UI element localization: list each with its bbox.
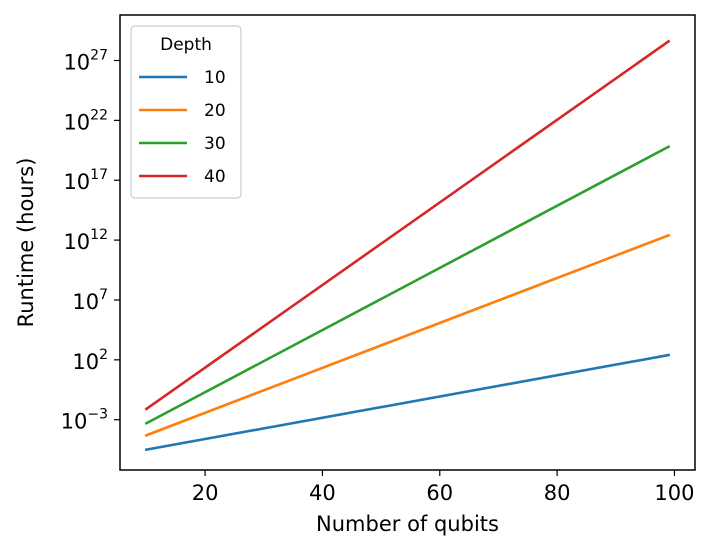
x-axis-label: Number of qubits [316, 512, 499, 536]
legend-title: Depth [160, 35, 212, 55]
legend-label-depth-30: 30 [204, 134, 226, 154]
y-tick-label: 107 [72, 287, 108, 314]
legend-label-depth-40: 40 [204, 167, 226, 187]
y-tick-label: 102 [72, 347, 108, 374]
x-tick-label: 80 [544, 481, 571, 505]
y-tick-label: 1017 [63, 167, 108, 194]
legend-box [130, 25, 242, 199]
x-axis-ticks: 20 40 60 80 100 [192, 470, 695, 505]
series-line-depth-30 [144, 144, 671, 426]
x-tick-label: 100 [654, 481, 694, 505]
x-tick-label: 40 [309, 481, 336, 505]
series-line-depth-10 [144, 353, 671, 452]
series-lines [144, 39, 671, 452]
y-axis-label: Runtime (hours) [14, 158, 38, 328]
legend: Depth 10 20 30 40 [130, 25, 242, 199]
y-tick-label: 1012 [63, 227, 108, 254]
y-tick-label: 1027 [63, 48, 108, 75]
legend-label-depth-10: 10 [204, 68, 226, 88]
y-axis-ticks: 10−3 102 107 1012 1017 1022 1027 [61, 48, 120, 434]
y-tick-label: 1022 [63, 107, 108, 134]
series-line-depth-20 [144, 233, 671, 437]
axes-frame [119, 14, 696, 471]
y-tick-label: 10−3 [61, 407, 108, 434]
legend-entries: 10 20 30 40 [139, 68, 226, 187]
series-line-depth-40 [144, 39, 671, 411]
x-tick-label: 60 [426, 481, 453, 505]
legend-label-depth-20: 20 [204, 101, 226, 121]
x-tick-label: 20 [192, 481, 219, 505]
